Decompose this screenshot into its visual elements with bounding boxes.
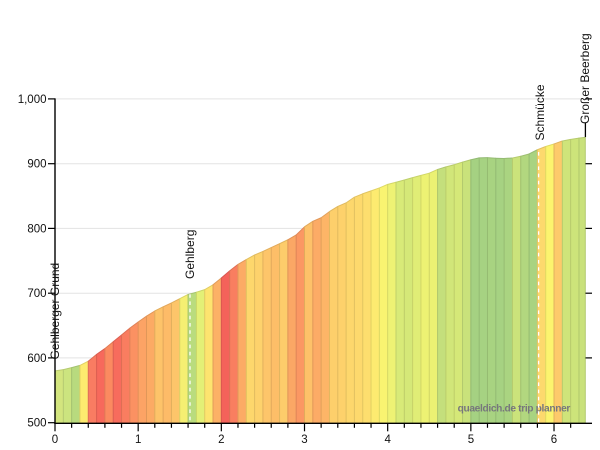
svg-text:Gehlberg: Gehlberg [183, 230, 197, 279]
svg-text:6: 6 [551, 434, 557, 446]
svg-text:Schmücke: Schmücke [533, 84, 547, 140]
svg-text:1,000: 1,000 [18, 94, 47, 106]
svg-text:2: 2 [218, 434, 224, 446]
svg-text:500: 500 [27, 418, 46, 430]
svg-text:900: 900 [27, 159, 46, 171]
svg-text:3: 3 [301, 434, 307, 446]
svg-text:5: 5 [468, 434, 474, 446]
svg-text:4: 4 [384, 434, 391, 446]
svg-text:700: 700 [27, 288, 46, 300]
svg-text:800: 800 [27, 223, 46, 235]
svg-text:quaeldich.de trip planner: quaeldich.de trip planner [458, 404, 571, 415]
svg-text:0: 0 [52, 434, 58, 446]
svg-text:600: 600 [27, 353, 46, 365]
svg-text:Großer Beerberg: Großer Beerberg [578, 33, 592, 124]
svg-text:1: 1 [135, 434, 141, 446]
svg-text:Gehlberger Grund: Gehlberger Grund [48, 263, 62, 360]
